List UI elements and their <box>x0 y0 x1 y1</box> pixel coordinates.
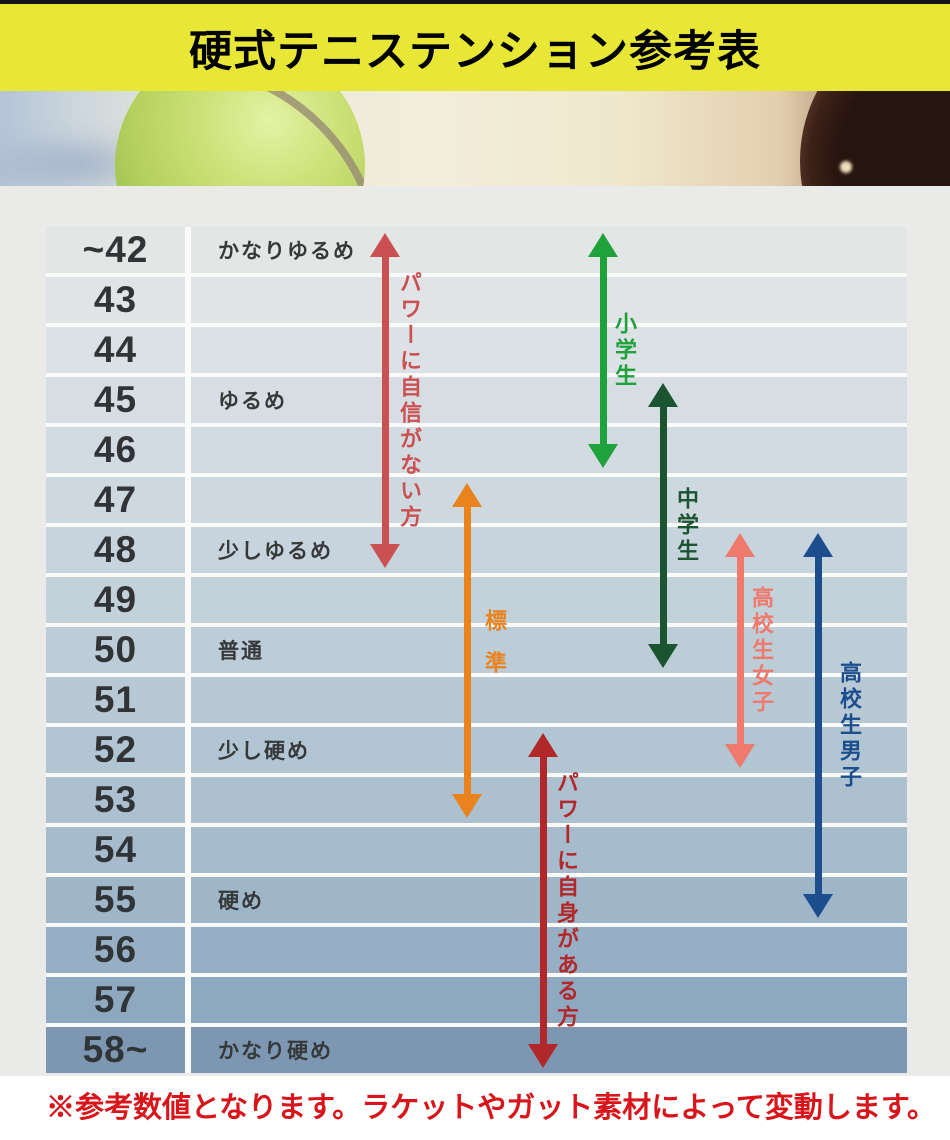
racket-rim <box>800 91 950 186</box>
tension-value: 49 <box>46 577 185 623</box>
tension-value: 55 <box>46 877 185 923</box>
tension-value: 47 <box>46 477 185 523</box>
feel-label <box>191 977 907 1023</box>
table-row: 54 <box>46 827 907 873</box>
table-row: 51 <box>46 677 907 723</box>
feel-label: かなり硬め <box>191 1027 907 1073</box>
tension-value: 45 <box>46 377 185 423</box>
table-row: 48 少しゆるめ <box>46 527 907 573</box>
table-row: 47 <box>46 477 907 523</box>
feel-label <box>191 927 907 973</box>
table-row: 46 <box>46 427 907 473</box>
tension-table: ~42 かなりゆるめ 43 44 45 ゆるめ 46 47 48 少しゆるめ 4… <box>46 227 907 1073</box>
feel-label <box>191 577 907 623</box>
table-row: 45 ゆるめ <box>46 377 907 423</box>
feel-label: 硬め <box>191 877 907 923</box>
table-row: 57 <box>46 977 907 1023</box>
feel-label <box>191 777 907 823</box>
table-row: 52 少し硬め <box>46 727 907 773</box>
table-row: 56 <box>46 927 907 973</box>
disclaimer-note: ※参考数値となります。ラケットやガット素材によって変動します。 <box>46 1092 937 1124</box>
tension-value: 54 <box>46 827 185 873</box>
tension-value: ~42 <box>46 227 185 273</box>
racket-grommet <box>840 161 852 173</box>
footer: ※参考数値となります。ラケットやガット素材によって変動します。 <box>0 1076 950 1140</box>
feel-label <box>191 277 907 323</box>
table-row: ~42 かなりゆるめ <box>46 227 907 273</box>
table-row: 53 <box>46 777 907 823</box>
feel-label <box>191 477 907 523</box>
header-banner: 硬式テニステンション参考表 <box>0 0 950 91</box>
feel-label <box>191 677 907 723</box>
tension-rows: ~42 かなりゆるめ 43 44 45 ゆるめ 46 47 48 少しゆるめ 4… <box>46 227 907 1073</box>
table-row: 44 <box>46 327 907 373</box>
page-title: 硬式テニステンション参考表 <box>189 27 761 76</box>
feel-label: ゆるめ <box>191 377 907 423</box>
chart-area: ~42 かなりゆるめ 43 44 45 ゆるめ 46 47 48 少しゆるめ 4… <box>0 186 950 1076</box>
table-row: 50 普通 <box>46 627 907 673</box>
tension-value: 51 <box>46 677 185 723</box>
feel-label: 普通 <box>191 627 907 673</box>
table-row: 43 <box>46 277 907 323</box>
feel-label: 少しゆるめ <box>191 527 907 573</box>
tension-value: 46 <box>46 427 185 473</box>
tennis-ball <box>115 91 365 186</box>
feel-label <box>191 827 907 873</box>
tennis-ball-seam <box>115 91 365 186</box>
tennis-photo-strip <box>0 91 950 186</box>
tension-value: 57 <box>46 977 185 1023</box>
tension-value: 48 <box>46 527 185 573</box>
tension-value: 58~ <box>46 1027 185 1073</box>
tension-value: 44 <box>46 327 185 373</box>
feel-label <box>191 427 907 473</box>
tension-value: 52 <box>46 727 185 773</box>
feel-label: 少し硬め <box>191 727 907 773</box>
table-row: 49 <box>46 577 907 623</box>
tension-value: 53 <box>46 777 185 823</box>
tension-value: 50 <box>46 627 185 673</box>
table-row: 55 硬め <box>46 877 907 923</box>
table-row: 58~ かなり硬め <box>46 1027 907 1073</box>
tension-value: 43 <box>46 277 185 323</box>
feel-label <box>191 327 907 373</box>
tension-value: 56 <box>46 927 185 973</box>
feel-label: かなりゆるめ <box>191 227 907 273</box>
